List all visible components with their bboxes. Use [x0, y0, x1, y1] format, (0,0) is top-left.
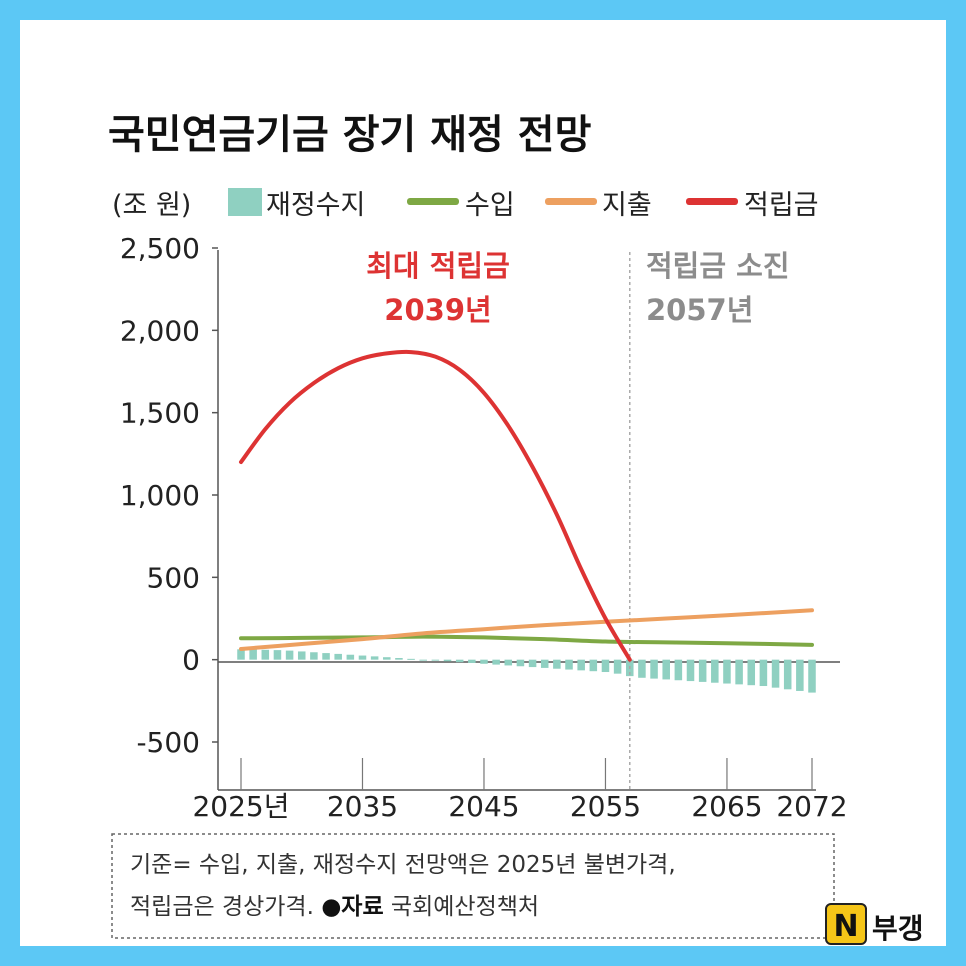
legend-swatch-balance [228, 188, 262, 216]
balance-bar [516, 659, 525, 667]
balance-bar [528, 659, 537, 668]
y-tick-label: -500 [136, 726, 200, 759]
chart-card: 국민연금기금 장기 재정 전망 (조 원) 재정수지 수입 지출 적립금 2,5… [20, 20, 946, 946]
balance-bar [674, 659, 683, 681]
legend-swatch-reserve [686, 198, 738, 205]
balance-bar [480, 659, 488, 664]
badge-text: 부갱 [872, 912, 924, 945]
balance-bar [686, 659, 695, 682]
balance-bar [249, 649, 257, 660]
balance-bar [431, 659, 440, 661]
balance-bar [577, 659, 585, 671]
y-tick-label: 0 [182, 644, 200, 677]
balance-bar [492, 659, 500, 665]
balance-bar [540, 659, 549, 668]
balance-bar [783, 659, 792, 690]
balance-bar [796, 659, 804, 691]
legend-label-balance: 재정수지 [266, 190, 365, 221]
n-logo-icon [825, 903, 867, 945]
chart-canvas: 국민연금기금 장기 재정 전망 (조 원) 재정수지 수입 지출 적립금 2,5… [108, 112, 924, 945]
balance-bar [723, 659, 731, 684]
expenditure-line [239, 608, 814, 651]
balance-bar [771, 659, 780, 688]
x-tick-label: 2025년 [192, 790, 289, 823]
balance-bar [735, 659, 743, 685]
revenue-line [239, 634, 814, 647]
balance-bar [322, 653, 330, 660]
balance-bar [237, 649, 245, 660]
legend-label-revenue: 수입 [465, 190, 515, 221]
x-tick-label: 2072 [776, 790, 847, 823]
balance-bar [698, 659, 707, 682]
balance-bar [504, 659, 513, 666]
x-tick-label: 2035 [327, 790, 398, 823]
y-tick-label: 500 [147, 561, 200, 594]
reserve-line [239, 349, 632, 662]
balance-bar [759, 659, 768, 687]
y-tick-label: 2,500 [120, 232, 200, 265]
footnote-box [111, 833, 835, 939]
balance-bar [711, 659, 719, 683]
balance-bar [261, 649, 270, 660]
balance-bar [553, 659, 561, 669]
y-tick-label: 1,000 [120, 479, 200, 512]
balance-bar [285, 650, 294, 660]
balance-bars [237, 649, 816, 693]
balance-bar [310, 652, 318, 660]
brand-badge: N 부갱 [825, 903, 924, 945]
balance-bar [395, 658, 403, 660]
balance-bar [419, 659, 428, 661]
legend-swatch-revenue [407, 198, 459, 205]
bullet-icon: ● [321, 894, 341, 920]
balance-bar [468, 659, 476, 663]
x-tick-label: 2055 [570, 790, 641, 823]
footnote-line1: 기준= 수입, 지출, 재정수지 전망액은 2025년 불변가격, [130, 852, 676, 878]
balance-bar [601, 659, 610, 673]
n-logo-letter: N [833, 909, 858, 944]
x-tick-label: 2045 [448, 790, 519, 823]
balance-bar [346, 654, 355, 660]
footnote-line2-start: 적립금은 경상가격. [130, 894, 321, 920]
peak-annotation-line1: 최대 적립금 [366, 249, 510, 283]
footnote-source-label: 자료 [341, 894, 383, 920]
balance-bar [443, 659, 452, 662]
balance-bar [565, 659, 573, 670]
x-tick-label: 2065 [691, 790, 762, 823]
legend: 재정수지 수입 지출 적립금 [228, 188, 819, 221]
legend-label-reserve: 적립금 [744, 190, 819, 221]
balance-bar [297, 651, 306, 660]
balance-bar [613, 659, 622, 674]
balance-bar [334, 653, 342, 660]
balance-bar [638, 659, 646, 678]
y-axis-ticks: 2,500 2,000 1,500 1,000 500 0 -500 [120, 232, 218, 759]
balance-bar [407, 658, 415, 660]
unit-label: (조 원) [112, 190, 191, 221]
y-tick-label: 2,000 [120, 314, 200, 347]
balance-bar [455, 659, 464, 663]
x-axis-ticks: 2025년 2035 2045 2055 2065 2072 [192, 758, 848, 823]
balance-bar [273, 650, 282, 660]
balance-bar [747, 659, 756, 686]
balance-bar [808, 659, 816, 693]
depletion-annotation-line1: 적립금 소진 [646, 249, 790, 283]
legend-label-expenditure: 지출 [602, 190, 652, 221]
depletion-annotation-line2: 2057년 [646, 293, 753, 327]
balance-bar [662, 659, 670, 680]
balance-bar [370, 656, 379, 660]
series-lines [239, 349, 814, 662]
chart-title: 국민연금기금 장기 재정 전망 [108, 112, 592, 158]
balance-bar [358, 655, 367, 660]
footnote-line2: 적립금은 경상가격. ●자료 국회예산정책처 [130, 894, 539, 920]
footnote-source: 국회예산정책처 [384, 894, 539, 920]
balance-bar [650, 659, 658, 679]
balance-bar [589, 659, 598, 672]
y-tick-label: 1,500 [120, 397, 200, 430]
legend-swatch-expenditure [545, 198, 597, 205]
peak-annotation-line2: 2039년 [384, 293, 491, 327]
balance-bar [383, 657, 391, 660]
